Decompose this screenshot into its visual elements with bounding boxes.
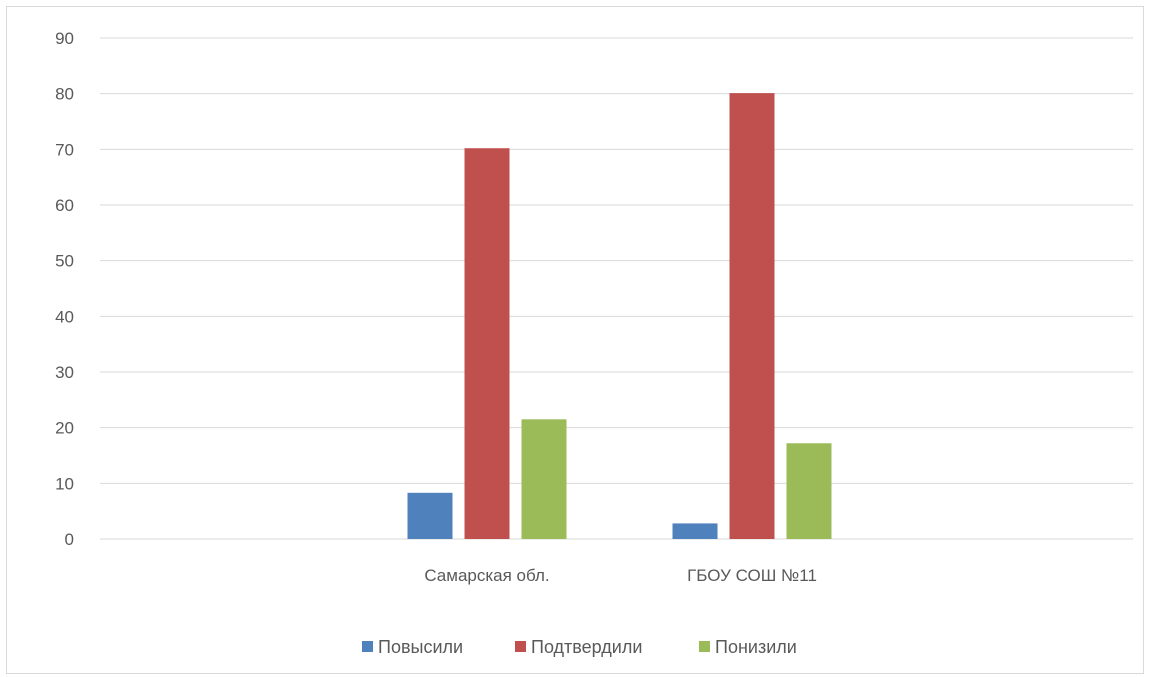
- y-tick-label: 0: [65, 530, 74, 549]
- bar-1-0: [672, 523, 718, 539]
- y-tick-label: 90: [55, 29, 74, 48]
- legend-swatch: [515, 641, 526, 652]
- y-tick-label: 70: [55, 140, 74, 159]
- gridlines: [100, 37, 1133, 540]
- bar-0-0: [407, 492, 453, 539]
- bar-1-1: [729, 93, 775, 540]
- x-axis-categories: Самарская обл. ГБОУ СОШ №11: [424, 566, 817, 585]
- chart-frame: [6, 6, 1144, 674]
- legend: Повысили Подтвердили Понизили: [362, 637, 797, 657]
- category-label: Самарская обл.: [424, 566, 549, 585]
- bars: [407, 93, 832, 540]
- y-tick-label: 50: [55, 252, 74, 271]
- legend-swatch: [362, 641, 373, 652]
- legend-swatch: [699, 641, 710, 652]
- y-tick-label: 10: [55, 474, 74, 493]
- bar-0-1: [464, 148, 510, 539]
- legend-label: Подтвердили: [531, 637, 642, 657]
- y-tick-label: 80: [55, 85, 74, 104]
- y-tick-label: 60: [55, 196, 74, 215]
- bar-1-2: [786, 443, 832, 539]
- legend-label: Повысили: [378, 637, 463, 657]
- legend-label: Понизили: [715, 637, 797, 657]
- y-tick-label: 30: [55, 363, 74, 382]
- y-tick-label: 20: [55, 419, 74, 438]
- y-tick-label: 40: [55, 307, 74, 326]
- category-label: ГБОУ СОШ №11: [687, 566, 817, 585]
- bar-0-2: [521, 419, 567, 539]
- y-axis-ticks: 0 10 20 30 40 50 60 70 80 90: [55, 29, 74, 549]
